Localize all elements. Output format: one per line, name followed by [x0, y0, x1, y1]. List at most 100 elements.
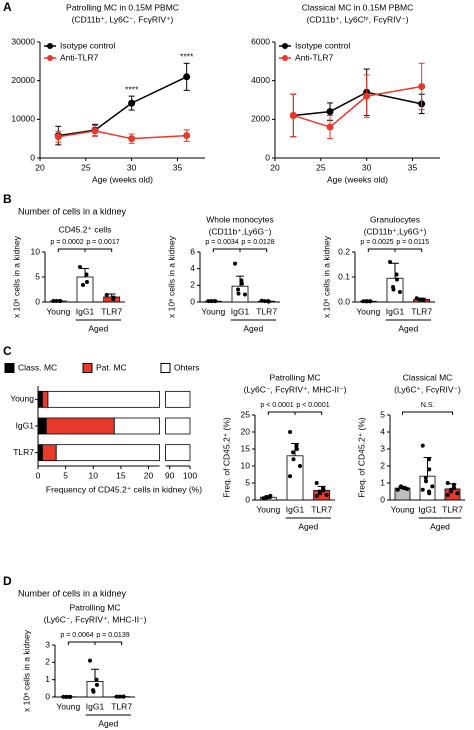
- data-point: [397, 290, 402, 294]
- legend-label: Anti-TLR7: [295, 52, 334, 62]
- chart-title: Granulocytes: [370, 214, 420, 224]
- data-point: [114, 694, 119, 699]
- y-tick-label: 20000: [11, 75, 35, 85]
- chart-subtitle: (Ly6C⁻, FcγRIV⁺, MHC-II⁻): [244, 384, 347, 394]
- x-tick-label: Young: [356, 306, 380, 316]
- data-point: [294, 447, 299, 451]
- data-point: [239, 281, 244, 286]
- data-point: [417, 297, 422, 302]
- bar-segment: [37, 444, 43, 462]
- chart-subtitle: (CD11b⁺, Ly6C⁻, FcγRIV⁺): [72, 14, 174, 24]
- bracket: [294, 411, 323, 415]
- y-axis-label: x 10⁶ cells in a kidney: [21, 629, 31, 712]
- panel-label: B: [3, 192, 12, 206]
- panel-label: A: [3, 0, 12, 14]
- legend-label: Class. MC: [18, 362, 57, 372]
- data-point: [121, 694, 126, 699]
- data-point: [324, 492, 329, 497]
- panel-label: C: [3, 344, 12, 358]
- y-tick-label: 10: [31, 246, 41, 256]
- y-axis-label: x 10⁶ cells in a kidney: [321, 235, 331, 318]
- data-point: [117, 694, 122, 699]
- chart-subtitle: (Ly6C⁺, FcγRIV⁻): [394, 384, 461, 394]
- x-tick-label: 20: [270, 162, 280, 172]
- bracket: [402, 411, 453, 415]
- x-tick-label: TLR7: [111, 701, 132, 711]
- data-point: [405, 486, 410, 491]
- bar-segment: [42, 390, 49, 408]
- data-point: [394, 277, 399, 282]
- legend-swatch: [4, 363, 15, 373]
- data-point: [427, 457, 431, 462]
- data-point: [261, 496, 266, 501]
- y-tick-label: 10: [241, 460, 251, 470]
- data-point: [111, 295, 116, 300]
- x-tick-label: IgG1: [286, 504, 305, 514]
- chart-title: Classical MC in 0.15M PBMC: [302, 2, 413, 12]
- y-tick-label: TLR7: [13, 447, 34, 457]
- y-tick-label: 4: [380, 426, 385, 436]
- data-point: [58, 299, 63, 303]
- series-line: [293, 85, 422, 128]
- data-point: [81, 283, 86, 287]
- data-point: [84, 280, 89, 284]
- data-point: [206, 299, 211, 304]
- y-axis-label: x 10⁶ cells in a kidney: [11, 235, 21, 318]
- p-value: p = 0.0064: [60, 632, 93, 639]
- series-line: [58, 130, 187, 140]
- x-tick-label: 30: [362, 162, 372, 172]
- bracket: [267, 411, 296, 415]
- data-point: [266, 299, 271, 304]
- x-tick-label: 5: [63, 470, 68, 480]
- data-point: [288, 474, 293, 479]
- marker: [128, 135, 136, 143]
- x-tick-label: TLR7: [442, 504, 463, 514]
- y-axis-label: x 10⁶ cells in a kidney: [166, 235, 176, 318]
- bracket: [67, 641, 96, 645]
- y-tick-label: 0: [265, 152, 270, 162]
- y-tick-label: 20: [241, 426, 251, 436]
- data-point: [84, 272, 89, 277]
- p-value: p = 0.0002: [50, 239, 83, 246]
- x-tick-label: 10: [89, 470, 99, 480]
- bar-segment: [165, 444, 191, 462]
- legend-marker: [47, 43, 53, 49]
- p-value: N.S.: [421, 402, 435, 409]
- x-tick-label: Young: [256, 504, 280, 514]
- chart-title: Patrolling MC: [269, 372, 320, 382]
- data-point: [61, 694, 66, 699]
- bracket: [84, 248, 113, 252]
- y-tick-label: 0.2: [338, 246, 350, 256]
- x-tick-label: TLR7: [411, 306, 432, 316]
- p-value: p = 0.0017: [86, 239, 119, 246]
- marker: [326, 123, 334, 131]
- data-point: [414, 296, 419, 301]
- data-point: [259, 298, 264, 303]
- y-tick-label: Young: [10, 394, 34, 404]
- y-tick-label: 6: [190, 246, 195, 256]
- marker: [363, 92, 371, 100]
- bar-segment: [113, 417, 161, 435]
- y-tick-label: 0: [190, 296, 195, 306]
- y-tick-label: 30000: [11, 36, 35, 46]
- bar-segment: [42, 444, 57, 462]
- y-tick-label: 0.1: [338, 271, 350, 281]
- data-point: [94, 677, 99, 682]
- marker: [418, 82, 426, 90]
- legend-label: Ohters: [174, 362, 200, 372]
- data-point: [209, 299, 214, 304]
- data-point: [455, 491, 460, 496]
- y-tick-label: 0: [45, 691, 50, 701]
- data-point: [297, 464, 302, 468]
- section-heading: Number of cells in a kidney: [18, 206, 127, 216]
- group-label: Aged: [398, 323, 418, 333]
- y-axis-label: Freq. of CD45.2⁺ (%): [356, 417, 366, 498]
- y-tick-label: 2: [190, 280, 195, 290]
- bracket: [212, 248, 241, 252]
- x-tick-label: 25: [316, 162, 326, 172]
- p-value: p = 0.0128: [241, 239, 274, 246]
- legend-label: Anti-TLR7: [60, 52, 99, 62]
- section-heading: Number of cells in a kidney: [18, 588, 127, 598]
- x-tick-label: 0: [36, 470, 41, 480]
